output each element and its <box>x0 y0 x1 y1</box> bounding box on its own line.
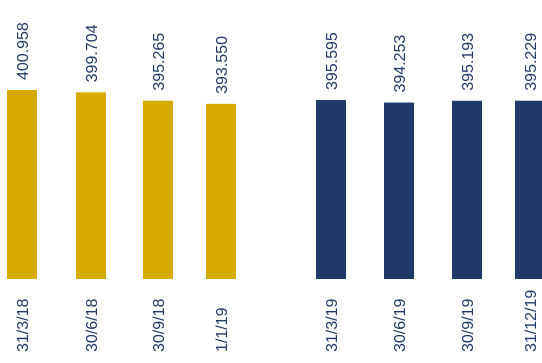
value-label-5: 394.253 <box>392 35 409 93</box>
value-label-2: 395.265 <box>151 33 168 91</box>
category-label-3: 1/1/19 <box>214 307 231 352</box>
category-label-7: 31/12/19 <box>523 290 540 352</box>
value-label-6: 395.193 <box>460 33 477 91</box>
bar-7 <box>515 100 542 279</box>
value-label-0: 400.958 <box>15 22 32 80</box>
bar-1 <box>76 92 106 280</box>
category-label-0: 31/3/18 <box>15 299 32 352</box>
value-label-3: 393.550 <box>214 36 231 94</box>
value-label-1: 399.704 <box>84 24 101 82</box>
category-label-5: 30/6/19 <box>392 299 409 352</box>
category-label-1: 30/6/18 <box>84 299 101 352</box>
category-label-6: 30/9/19 <box>460 299 477 352</box>
bar-2 <box>143 100 173 279</box>
bar-0 <box>7 90 37 279</box>
bar-6 <box>452 100 482 280</box>
bar-4 <box>316 100 346 279</box>
bar-3 <box>206 103 236 280</box>
value-label-7: 395.229 <box>523 33 540 91</box>
bar-5 <box>384 102 414 279</box>
category-label-2: 30/9/18 <box>151 299 168 352</box>
category-label-4: 31/3/19 <box>324 299 341 352</box>
value-label-4: 395.595 <box>324 32 341 90</box>
